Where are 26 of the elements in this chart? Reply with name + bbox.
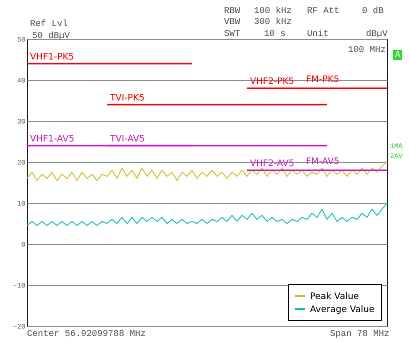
text: 0 dB: [362, 6, 384, 16]
text: Span 78 MHz: [330, 329, 390, 339]
series-label: TVI-PK5: [109, 94, 145, 104]
series-label: VHF1-PK5: [30, 52, 74, 63]
legend-label: Average Value: [310, 305, 375, 315]
text: 300 kHz: [254, 17, 292, 27]
annotation: FM-AV5: [306, 157, 340, 168]
text: 100 kHz: [254, 6, 292, 16]
annotation: 50 dBµV: [32, 31, 70, 41]
text: SWT: [224, 29, 240, 39]
text: RF Att: [307, 6, 340, 16]
text: Ref Lvl: [30, 19, 68, 29]
text: Center 56.92099788 MHz: [27, 329, 146, 339]
text: A: [393, 50, 402, 60]
annotation: 100 MHz: [348, 45, 386, 55]
series-label: VHF2-PK5: [250, 77, 294, 88]
text: dBµV: [366, 29, 388, 39]
series-label: TVI-AV5: [109, 134, 145, 145]
series-label: VHF1-AV5: [30, 134, 74, 145]
text: RBW: [224, 6, 240, 16]
text: Unit: [307, 29, 329, 39]
text: 10 s: [264, 29, 286, 39]
series-label: VHF2-AV5: [250, 159, 294, 170]
legend-label: Peak Value: [310, 292, 360, 302]
annotation: FM-PK5: [306, 75, 340, 86]
text: VBW: [224, 17, 240, 27]
